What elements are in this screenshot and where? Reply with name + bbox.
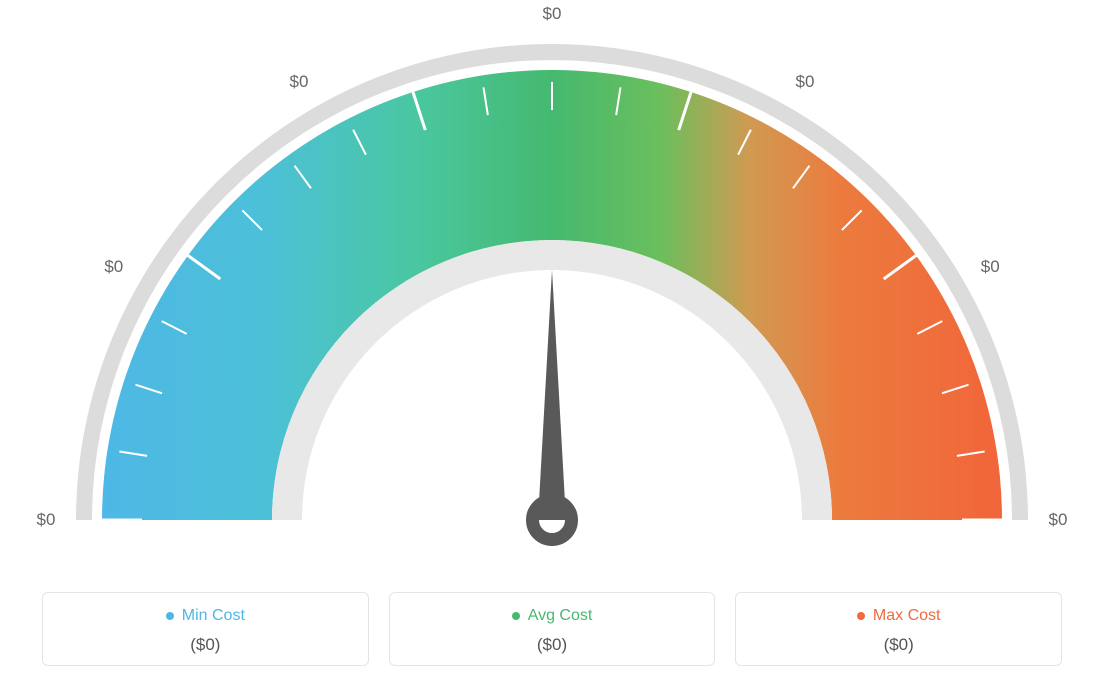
dot-icon — [166, 612, 174, 620]
gauge-svg — [22, 0, 1082, 560]
legend-title-avg: Avg Cost — [512, 607, 593, 625]
cost-gauge-container: $0 $0 $0 $0 $0 $0 $0 Min Cost ($0) Avg Cost ($… — [0, 0, 1104, 690]
legend-value-avg: ($0) — [390, 635, 715, 655]
legend-title-min: Min Cost — [166, 607, 245, 625]
gauge-scale-label: $0 — [981, 257, 1000, 277]
gauge-chart: $0 $0 $0 $0 $0 $0 $0 — [22, 0, 1082, 560]
legend-value-max: ($0) — [736, 635, 1061, 655]
gauge-scale-label: $0 — [37, 510, 56, 530]
gauge-scale-label: $0 — [1049, 510, 1068, 530]
legend-label-min: Min Cost — [182, 607, 245, 625]
dot-icon — [512, 612, 520, 620]
legend-row: Min Cost ($0) Avg Cost ($0) Max Cost ($0… — [42, 592, 1062, 666]
gauge-scale-label: $0 — [104, 257, 123, 277]
gauge-scale-label: $0 — [796, 72, 815, 92]
legend-card-min: Min Cost ($0) — [42, 592, 369, 666]
gauge-scale-label: $0 — [290, 72, 309, 92]
legend-value-min: ($0) — [43, 635, 368, 655]
legend-title-max: Max Cost — [857, 607, 941, 625]
legend-card-avg: Avg Cost ($0) — [389, 592, 716, 666]
gauge-scale-label: $0 — [543, 4, 562, 24]
dot-icon — [857, 612, 865, 620]
legend-label-avg: Avg Cost — [528, 607, 593, 625]
legend-label-max: Max Cost — [873, 607, 941, 625]
legend-card-max: Max Cost ($0) — [735, 592, 1062, 666]
